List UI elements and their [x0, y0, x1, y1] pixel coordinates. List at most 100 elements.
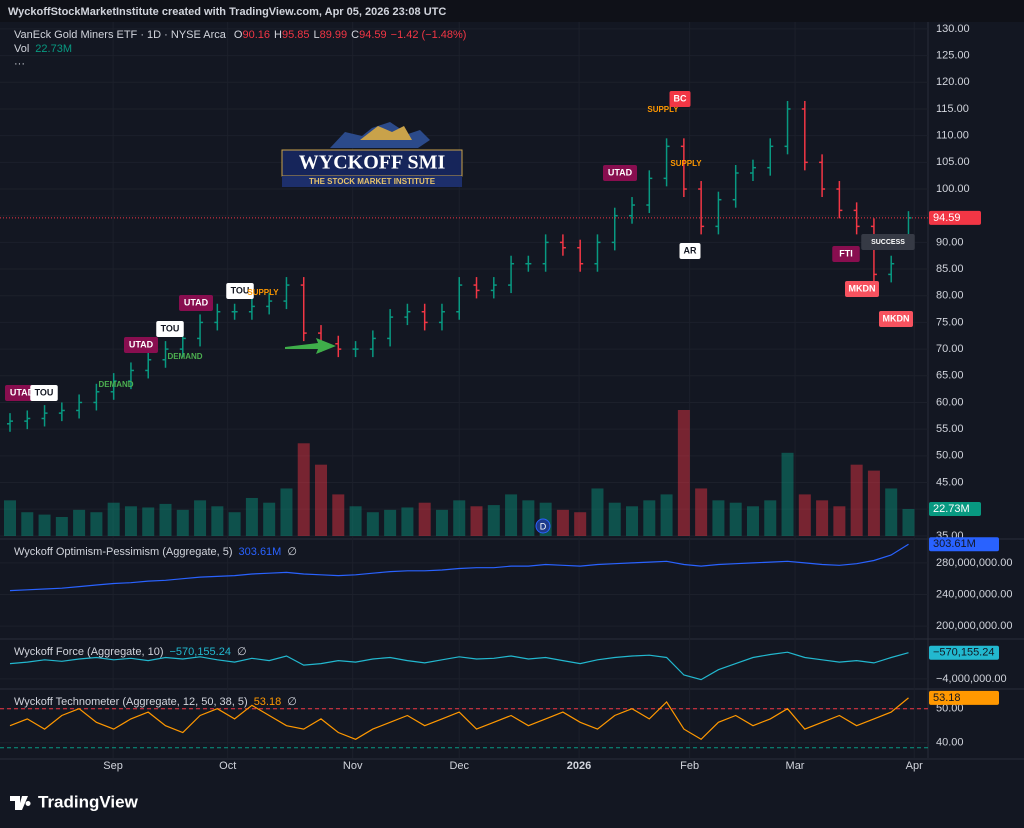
annotation-box — [603, 165, 637, 181]
header-bar — [0, 0, 1024, 22]
y-tick-label: 80.00 — [936, 290, 964, 302]
legend-value: 94.59 — [359, 29, 387, 41]
annotation-box — [179, 295, 213, 311]
x-tick-label: Mar — [786, 760, 805, 772]
volume-bar — [435, 509, 448, 536]
y-tick-label: 280,000,000.00 — [936, 557, 1012, 569]
volume-bar — [712, 500, 725, 536]
y-tick-label: 130.00 — [936, 23, 970, 35]
y-tick-label: 125.00 — [936, 50, 970, 62]
y-tick-label: 45.00 — [936, 476, 964, 488]
y-tick-label: 50.00 — [936, 450, 964, 462]
volume-bar — [55, 516, 68, 536]
annotation-box — [679, 243, 701, 259]
annotation-label: UTAD — [184, 297, 209, 307]
y-tick-label: 70.00 — [936, 343, 964, 355]
legend-prefix: O — [234, 29, 243, 41]
y-tick-label: 120.00 — [936, 76, 970, 88]
annotation-label: DEMAND — [98, 380, 133, 389]
annotation-box — [879, 311, 913, 327]
legend-prefix: C — [351, 29, 359, 41]
event-marker-label: D — [540, 521, 547, 531]
annotation-label: UTAD — [10, 387, 35, 397]
brand-icon — [10, 796, 31, 810]
annotation-label: BC — [674, 93, 687, 103]
y-tick-label: 240,000,000.00 — [936, 588, 1012, 600]
value-box: −570,155.24 — [929, 645, 999, 660]
indicator-line — [9, 543, 909, 592]
volume-bar — [643, 500, 656, 536]
volume-bar — [695, 488, 708, 536]
annotation-box — [30, 385, 58, 401]
pane-value: 53.18 — [254, 696, 282, 708]
annotation-label: FTI — [839, 248, 853, 258]
volume-bar — [833, 506, 846, 536]
y-tick-label: 110.00 — [936, 130, 969, 142]
value-box-bg — [929, 690, 999, 705]
pane-value: −570,155.24 — [169, 646, 230, 658]
annotation-label: SUPPLY — [247, 288, 279, 297]
arrow — [285, 338, 336, 354]
volume-bar — [142, 507, 155, 536]
annotation-label: AR — [684, 245, 697, 255]
volume-bar — [729, 502, 742, 536]
volume-bar — [764, 500, 777, 536]
volume-bar — [297, 443, 310, 536]
volume-bar — [867, 470, 880, 536]
volume-bar — [228, 512, 241, 536]
volume-bar — [124, 506, 137, 536]
volume-bar — [470, 506, 483, 536]
y-tick-label: 105.00 — [936, 156, 970, 168]
indicator-line — [9, 697, 909, 741]
x-tick-label: 2026 — [567, 760, 591, 772]
logo-band — [282, 176, 462, 187]
pane-legend: Wyckoff Optimism-Pessimism (Aggregate, 5… — [14, 546, 297, 558]
annotation-label: UTAD — [129, 339, 154, 349]
annotation-label: SUCCESS — [871, 239, 905, 246]
logo: WYCKOFF SMI THE STOCK MARKET INSTITUTE — [281, 122, 463, 187]
volume-bar — [332, 494, 345, 536]
volume-bar — [608, 502, 621, 536]
annotation-box — [669, 91, 691, 107]
legend-value: 90.16 — [242, 29, 270, 41]
header-title: WyckoffStockMarketInstitute created with… — [8, 6, 446, 18]
annotation-label: TOU — [35, 387, 54, 397]
volume-bar — [107, 502, 120, 536]
x-tick-label: Oct — [219, 760, 236, 772]
y-tick-label: 50.00 — [936, 703, 964, 715]
annotation-label: TOU — [231, 285, 250, 295]
volume-bar — [677, 410, 690, 536]
volume-bar — [487, 505, 500, 536]
volume-bar — [574, 512, 587, 536]
volume-bar — [746, 506, 759, 536]
value-box: 22.73M — [929, 502, 981, 516]
volume-bar — [159, 503, 172, 536]
pane-marker: ∅ — [287, 546, 297, 558]
annotation-label: MKDN — [883, 313, 910, 323]
logo-title: WYCKOFF SMI — [299, 152, 446, 174]
pane-name: Wyckoff Force (Aggregate, 10) — [14, 646, 163, 658]
volume-name: Vol — [14, 43, 29, 55]
y-tick-label: 75.00 — [936, 316, 964, 328]
x-tick-label: Feb — [680, 760, 699, 772]
y-tick-label: 65.00 — [936, 370, 964, 382]
annotation-box — [226, 283, 254, 299]
value-box: 94.59 — [929, 210, 981, 225]
volume-bar — [90, 512, 103, 536]
y-tick-label: 90.00 — [936, 236, 964, 248]
y-tick-label: 60.00 — [936, 396, 964, 408]
y-tick-label: 115.00 — [936, 103, 969, 115]
legend-prefix: L — [314, 29, 320, 41]
value-label: −570,155.24 — [933, 647, 994, 659]
volume-bar — [556, 509, 569, 536]
logo-box — [281, 149, 463, 177]
volume-bar — [211, 506, 224, 536]
brand-name: TradingView — [38, 792, 139, 811]
volume-bar — [522, 500, 535, 536]
y-tick-label: 85.00 — [936, 263, 964, 275]
volume-bar — [885, 488, 898, 536]
annotation-label: DEMAND — [167, 352, 202, 361]
volume-bar — [315, 464, 328, 536]
